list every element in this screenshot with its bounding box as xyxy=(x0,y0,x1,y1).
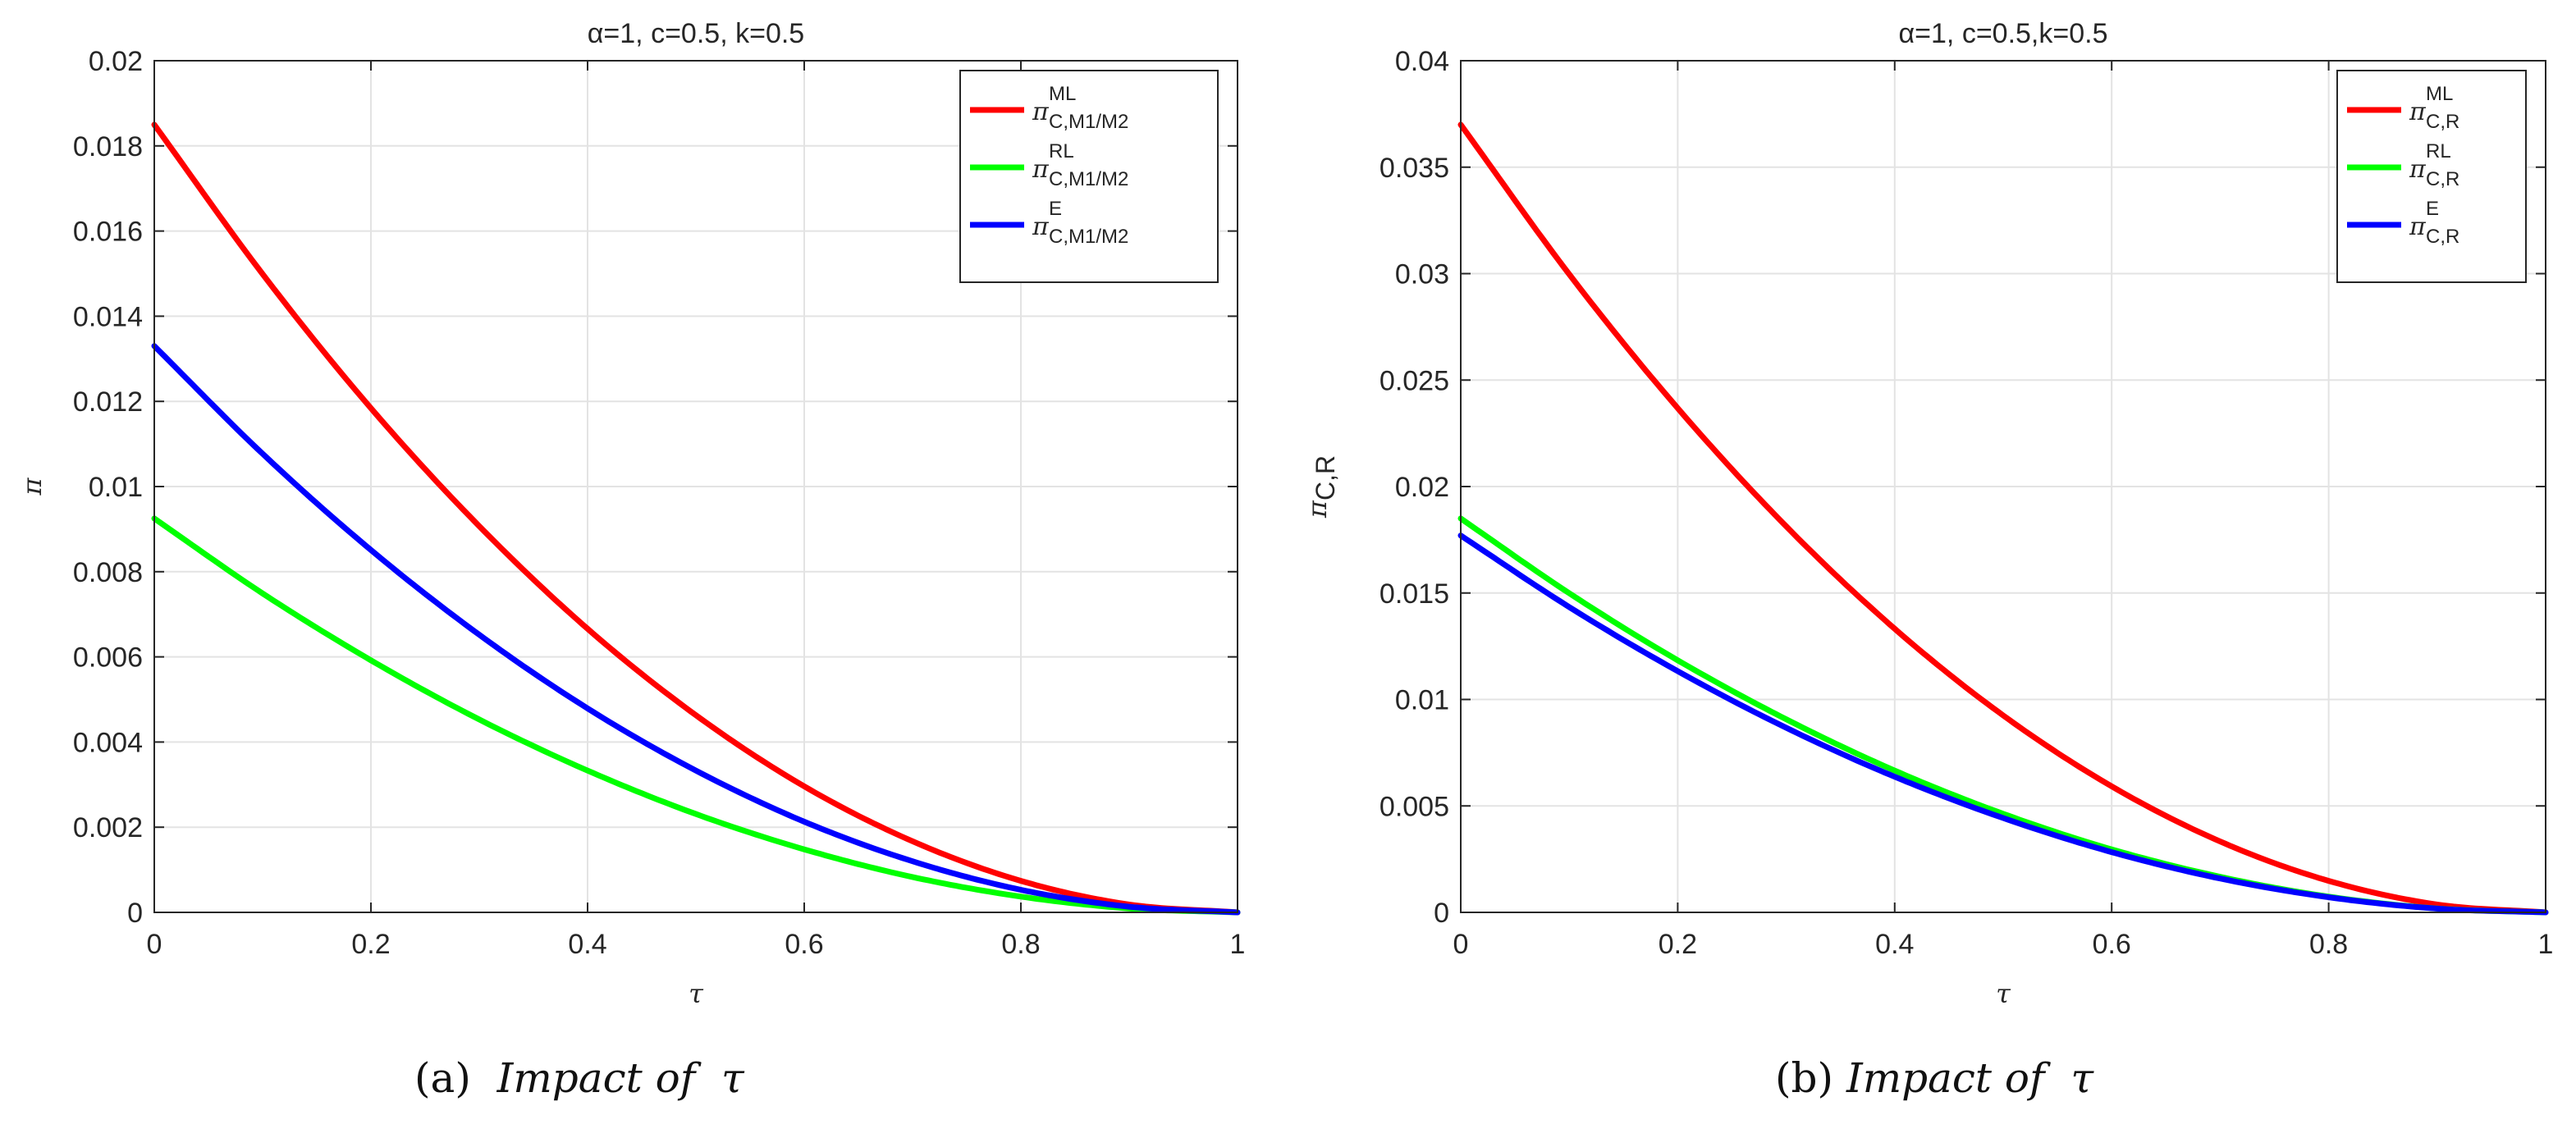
chart-b-x-tick-label: 0.6 xyxy=(2093,929,2131,960)
caption-a-prefix: (a) xyxy=(414,1054,471,1102)
caption-a: (a) Impact of τ xyxy=(414,1054,744,1102)
chart-a-series-line-3 xyxy=(151,343,1241,916)
chart-a-y-axis-label: π xyxy=(16,478,48,496)
chart-b-y-tick-label: 0.01 xyxy=(1395,685,1449,716)
caption-a-symbol: τ xyxy=(721,1054,744,1102)
chart-b-y-tick-label: 0.035 xyxy=(1380,153,1449,184)
chart-a-series-line-2 xyxy=(151,515,1241,916)
chart-b-x-tick-label: 0.4 xyxy=(1875,929,1914,960)
chart-b-legend-label-2: π xyxy=(2409,155,2427,184)
chart-a-y-tick-label: 0.004 xyxy=(73,727,143,758)
chart-a-y-tick-label: 0.01 xyxy=(89,472,143,503)
chart-b-y-tick-label: 0.03 xyxy=(1395,259,1449,290)
chart-b-legend-sub-3: C,R xyxy=(2426,226,2459,248)
chart-b-legend-label-1: π xyxy=(2409,98,2427,126)
chart-b-x-tick-label: 1 xyxy=(2538,929,2554,960)
chart-b-x-tick-label: 0.8 xyxy=(2309,929,2348,960)
chart-a-legend-sub-3: C,M1/M2 xyxy=(1049,226,1128,248)
chart-a-legend-sup-3: E xyxy=(1049,198,1062,220)
chart-b-series-line-3 xyxy=(1457,532,2549,916)
chart-b-x-axis-label: τ xyxy=(1996,978,2011,1009)
chart-a-y-tick-label: 0.018 xyxy=(73,131,143,162)
chart-b-title: α=1, c=0.5,k=0.5 xyxy=(1899,18,2108,49)
chart-a-legend-label-1: π xyxy=(1032,98,1050,126)
chart-b-y-tick-label: 0.02 xyxy=(1395,472,1449,503)
chart-b-series-line-1 xyxy=(1457,121,2549,916)
chart-a-x-tick-label: 0.6 xyxy=(785,929,823,960)
chart-b-legend-sub-2: C,R xyxy=(2426,168,2459,190)
chart-a-x-tick-label: 0 xyxy=(147,929,162,960)
chart-b-legend-box xyxy=(2336,70,2527,283)
chart-a-y-tick-label: 0.02 xyxy=(89,46,143,77)
caption-a-text: Impact of xyxy=(496,1054,696,1102)
chart-b-legend-sup-2: RL xyxy=(2426,140,2451,162)
chart-a-legend-sub-2: C,M1/M2 xyxy=(1049,168,1128,190)
chart-a-y-tick-label: 0.006 xyxy=(73,642,143,674)
chart-a-y-tick-label: 0.014 xyxy=(73,301,143,332)
chart-b-y-tick-label: 0.015 xyxy=(1380,578,1449,610)
chart-a-series-line-1 xyxy=(151,121,1241,916)
caption-b-prefix: (b) xyxy=(1775,1054,1834,1102)
chart-a: 0 0.2 0.4 0.6 0.8 1 0 0.002 0.004 0.006 0.008 0.01 0… xyxy=(16,18,1245,1009)
chart-a-title: α=1, c=0.5, k=0.5 xyxy=(588,18,804,49)
chart-a-legend-sup-2: RL xyxy=(1049,140,1074,162)
chart-b-y-tick-label: 0.025 xyxy=(1380,365,1449,396)
chart-a-x-tick-label: 0.4 xyxy=(568,929,606,960)
chart-a-legend-label-3: π xyxy=(1032,213,1050,241)
chart-b-legend-sub-1: C,R xyxy=(2426,111,2459,133)
chart-b-y-tick-label: 0 xyxy=(1434,898,1449,929)
chart-b: 0 0.2 0.4 0.6 0.8 1 0 0.005 0.01 0.015 0.02 0.025 0.… xyxy=(1302,18,2553,1009)
chart-a-y-tick-label: 0.002 xyxy=(73,812,143,843)
caption-b-text: Impact of xyxy=(1846,1054,2045,1102)
chart-b-legend-sup-1: ML xyxy=(2426,83,2453,105)
chart-a-y-tick-label: 0.012 xyxy=(73,386,143,418)
chart-b-x-tick-label: 0.2 xyxy=(1659,929,1697,960)
chart-a-x-tick-label: 0.8 xyxy=(1001,929,1040,960)
caption-b-symbol: τ xyxy=(2070,1054,2093,1102)
chart-a-y-tick-label: 0 xyxy=(127,898,143,929)
chart-b-x-tick-label: 0 xyxy=(1453,929,1469,960)
chart-a-legend-box xyxy=(959,70,1219,283)
caption-b: (b) Impact of τ xyxy=(1775,1054,2093,1102)
chart-b-y-axis-label: πC,R xyxy=(1302,455,1340,519)
chart-a-legend-sup-1: ML xyxy=(1049,83,1076,105)
chart-a-x-tick-label: 1 xyxy=(1230,929,1246,960)
chart-b-legend-sup-3: E xyxy=(2426,198,2439,220)
chart-a-y-tick-label: 0.008 xyxy=(73,557,143,588)
chart-a-legend-sub-1: C,M1/M2 xyxy=(1049,111,1128,133)
chart-a-legend-label-2: π xyxy=(1032,155,1050,184)
chart-b-legend-label-3: π xyxy=(2409,213,2427,241)
chart-a-x-axis-label: τ xyxy=(689,978,704,1009)
chart-a-x-tick-label: 0.2 xyxy=(351,929,390,960)
chart-a-y-tick-label: 0.016 xyxy=(73,217,143,248)
chart-b-y-tick-label: 0.04 xyxy=(1395,46,1449,77)
chart-b-y-tick-label: 0.005 xyxy=(1380,791,1449,822)
